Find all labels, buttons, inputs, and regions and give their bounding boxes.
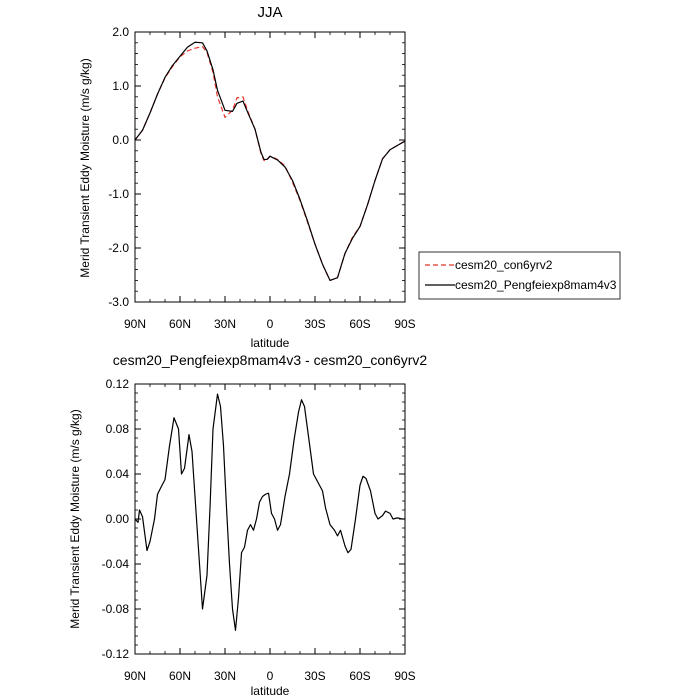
y-tick-label: 0.04 [106, 467, 130, 481]
axes: 0.12 0.08 0.04 0.00 -0.04 -0.08 -0.12 90N 60N 30N… [102, 377, 416, 683]
x-tick-label: 30S [304, 669, 325, 683]
plot-frame [134, 383, 406, 655]
legend-box [418, 251, 621, 300]
legend-label: cesm20_Pengfeiexp8mam4v3 [455, 278, 617, 292]
x-tick-label: 30N [214, 669, 236, 683]
legend: cesm20_con6yrv2 cesm20_Pengfeiexp8mam4v3 [418, 251, 621, 300]
x-tick-label: 90S [394, 669, 415, 683]
series-lines [134, 41, 406, 281]
x-tick-label: 90N [124, 669, 146, 683]
chart-title: JJA [257, 4, 282, 21]
y-tick-label: 0.12 [106, 377, 130, 391]
y-tick-label: 0.00 [106, 512, 130, 526]
x-tick-label: 0 [267, 317, 274, 331]
plot-frame [134, 31, 406, 303]
series-lines [134, 393, 405, 631]
y-tick-label: 0.08 [106, 422, 130, 436]
x-tick-label: 60S [349, 317, 370, 331]
tick-marks [134, 31, 406, 303]
series-line-cesm20_Pengfeiexp8mam4v3 [134, 41, 406, 281]
y-tick-label: 0.0 [112, 133, 129, 147]
y-axis-label: Merid Transient Eddy Moisture (m/s g/kg) [78, 58, 92, 277]
x-tick-label: 60N [169, 317, 191, 331]
x-axis-label: latitude [251, 684, 290, 698]
x-tick-label: 0 [267, 669, 274, 683]
x-axis-label: latitude [251, 336, 290, 350]
y-tick-label: -1.0 [108, 187, 129, 201]
chart-title: cesm20_Pengfeiexp8mam4v3 - cesm20_con6yr… [113, 352, 428, 368]
x-tick-label: 60N [169, 669, 191, 683]
x-tick-label: 30N [214, 317, 236, 331]
series-line-difference-0 [134, 393, 405, 631]
legend-label: cesm20_con6yrv2 [455, 258, 553, 272]
series-line-cesm20_con6yrv2 [134, 45, 406, 281]
panel-climatology: JJA Merid Transient Eddy Moisture (m/s g… [78, 4, 416, 350]
x-tick-label: 90N [124, 317, 146, 331]
y-tick-label: -0.04 [102, 557, 130, 571]
y-tick-label: 1.0 [112, 79, 129, 93]
y-tick-label: -0.12 [102, 647, 130, 661]
x-tick-label: 60S [349, 669, 370, 683]
y-axis-label: Merid Transient Eddy Moisture (m/s g/kg) [68, 409, 82, 628]
y-tick-label: -2.0 [108, 241, 129, 255]
x-tick-label: 90S [394, 317, 415, 331]
y-tick-label: -0.08 [102, 602, 130, 616]
y-tick-label: -3.0 [108, 295, 129, 309]
x-tick-label: 30S [304, 317, 325, 331]
y-tick-label: 2.0 [112, 25, 129, 39]
panel-difference: cesm20_Pengfeiexp8mam4v3 - cesm20_con6yr… [68, 352, 427, 698]
axes: 2.0 1.0 0.0 -1.0 -2.0 -3.0 90N 60N 30N 0 30S 60S 90S [108, 25, 415, 331]
tick-marks [134, 383, 406, 655]
